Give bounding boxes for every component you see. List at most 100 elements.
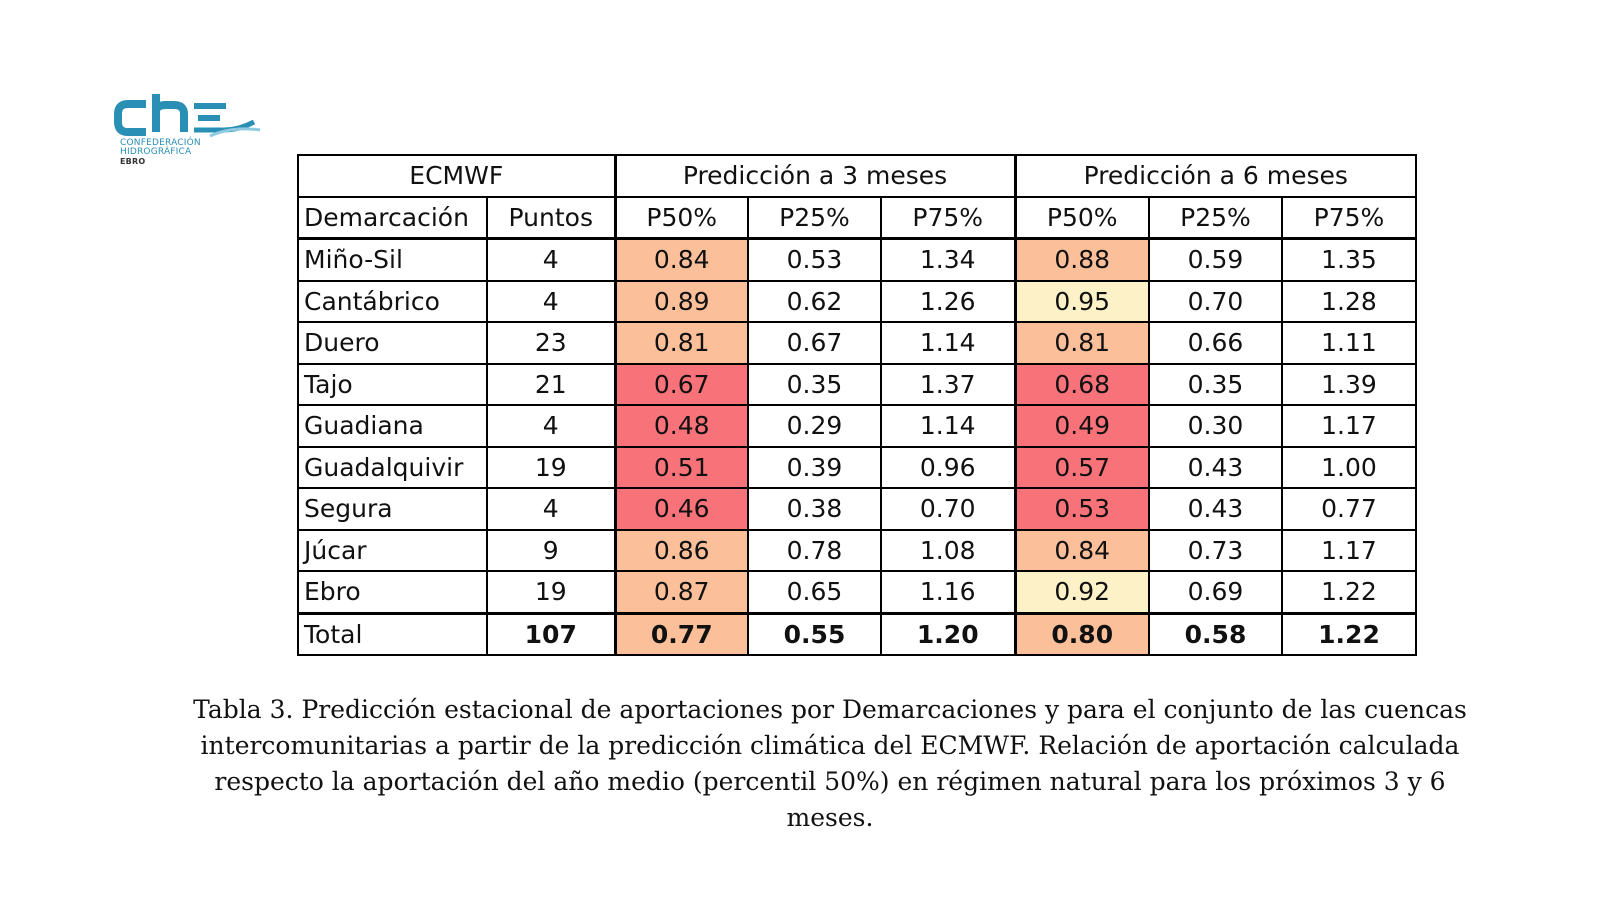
column-header-demarcacion: Demarcación	[297, 195, 488, 240]
column-header-p50-6m: P50%	[1013, 195, 1150, 240]
group-header-6-meses: Predicción a 6 meses	[1013, 154, 1417, 198]
cell-p50-3m: 0.46	[613, 487, 749, 531]
corner-label: ECMWF	[297, 154, 616, 198]
cell-p75-3m: 1.16	[880, 570, 1016, 614]
cell-p50-3m: 0.84	[613, 237, 749, 282]
cell-puntos: 21	[486, 362, 616, 406]
che-ebro-logo: CONFEDERACIÓN HIDROGRÁFICA EBRO	[114, 92, 264, 166]
cell-p75-6m: 0.77	[1281, 487, 1417, 531]
column-header-p75-6m: P75%	[1281, 195, 1417, 240]
cell-p50-6m: 0.80	[1013, 611, 1150, 656]
cell-p75-3m: 1.14	[880, 321, 1016, 365]
logo-text-hidrografica: HIDROGRÁFICA	[120, 147, 192, 157]
cell-p25-3m: 0.38	[747, 487, 882, 531]
cell-puntos: 4	[486, 487, 616, 531]
table-row-total: Total 107 0.77 0.55 1.20 0.80 0.58 1.22	[297, 611, 1417, 656]
cell-p25-6m: 0.73	[1148, 528, 1283, 572]
cell-p25-3m: 0.62	[747, 279, 882, 323]
column-header-p50-3m: P50%	[613, 195, 749, 240]
cell-p25-3m: 0.35	[747, 362, 882, 406]
cell-p50-3m: 0.48	[613, 404, 749, 448]
cell-p75-3m: 1.34	[880, 237, 1016, 282]
column-header-p25-6m: P25%	[1148, 195, 1283, 240]
column-header-p25-3m: P25%	[747, 195, 882, 240]
group-header-3-meses: Predicción a 3 meses	[613, 154, 1016, 198]
cell-p25-6m: 0.58	[1148, 611, 1283, 656]
cell-p50-3m: 0.86	[613, 528, 749, 572]
cell-p50-3m: 0.51	[613, 445, 749, 489]
table-row: Miño-Sil 4 0.84 0.53 1.34 0.88 0.59 1.35	[297, 237, 1417, 282]
cell-demarcacion: Ebro	[297, 570, 488, 614]
cell-p25-3m: 0.39	[747, 445, 882, 489]
cell-p50-6m: 0.68	[1013, 362, 1150, 406]
cell-demarcacion: Guadiana	[297, 404, 488, 448]
cell-demarcacion: Cantábrico	[297, 279, 488, 323]
cell-p75-3m: 1.37	[880, 362, 1016, 406]
cell-p25-3m: 0.65	[747, 570, 882, 614]
cell-p25-3m: 0.67	[747, 321, 882, 365]
cell-puntos: 19	[486, 570, 616, 614]
cell-puntos: 4	[486, 279, 616, 323]
cell-demarcacion: Miño-Sil	[297, 237, 488, 282]
cell-p50-3m: 0.89	[613, 279, 749, 323]
column-header-row: Demarcación Puntos P50% P25% P75% P50% P…	[297, 195, 1417, 240]
table-row: Guadalquivir 19 0.51 0.39 0.96 0.57 0.43 1.00	[297, 445, 1417, 489]
cell-p75-3m: 1.20	[880, 611, 1016, 656]
cell-p50-6m: 0.95	[1013, 279, 1150, 323]
group-header-row: ECMWF Predicción a 3 meses Predicción a …	[297, 154, 1417, 198]
cell-puntos: 9	[486, 528, 616, 572]
cell-p75-6m: 1.17	[1281, 528, 1417, 572]
cell-demarcacion: Segura	[297, 487, 488, 531]
cell-p50-3m: 0.67	[613, 362, 749, 406]
cell-p50-6m: 0.49	[1013, 404, 1150, 448]
logo-text-ebro: EBRO	[120, 157, 146, 166]
table-row: Cantábrico 4 0.89 0.62 1.26 0.95 0.70 1.28	[297, 279, 1417, 323]
cell-demarcacion: Guadalquivir	[297, 445, 488, 489]
cell-puntos: 23	[486, 321, 616, 365]
cell-p50-3m: 0.77	[613, 611, 749, 656]
cell-p75-6m: 1.00	[1281, 445, 1417, 489]
table-row: Segura 4 0.46 0.38 0.70 0.53 0.43 0.77	[297, 487, 1417, 531]
cell-p25-3m: 0.55	[747, 611, 882, 656]
table-row: Tajo 21 0.67 0.35 1.37 0.68 0.35 1.39	[297, 362, 1417, 406]
column-header-puntos: Puntos	[486, 195, 616, 240]
cell-demarcacion: Duero	[297, 321, 488, 365]
table-row: Ebro 19 0.87 0.65 1.16 0.92 0.69 1.22	[297, 570, 1417, 614]
table-row: Duero 23 0.81 0.67 1.14 0.81 0.66 1.11	[297, 321, 1417, 365]
cell-p25-6m: 0.35	[1148, 362, 1283, 406]
cell-p25-6m: 0.70	[1148, 279, 1283, 323]
column-header-p75-3m: P75%	[880, 195, 1016, 240]
cell-p75-6m: 1.11	[1281, 321, 1417, 365]
cell-p75-6m: 1.39	[1281, 362, 1417, 406]
cell-p25-6m: 0.43	[1148, 445, 1283, 489]
cell-puntos: 107	[486, 611, 616, 656]
cell-p50-6m: 0.92	[1013, 570, 1150, 614]
table-row: Júcar 9 0.86 0.78 1.08 0.84 0.73 1.17	[297, 528, 1417, 572]
cell-p25-3m: 0.78	[747, 528, 882, 572]
prediction-table: ECMWF Predicción a 3 meses Predicción a …	[297, 154, 1417, 656]
cell-p75-6m: 1.28	[1281, 279, 1417, 323]
cell-p50-6m: 0.84	[1013, 528, 1150, 572]
cell-p75-3m: 1.14	[880, 404, 1016, 448]
cell-p50-6m: 0.53	[1013, 487, 1150, 531]
cell-p25-6m: 0.66	[1148, 321, 1283, 365]
cell-p25-3m: 0.53	[747, 237, 882, 282]
cell-p75-6m: 1.22	[1281, 611, 1417, 656]
cell-demarcacion: Júcar	[297, 528, 488, 572]
cell-p75-6m: 1.17	[1281, 404, 1417, 448]
che-logo-icon	[114, 94, 261, 138]
cell-p25-6m: 0.59	[1148, 237, 1283, 282]
cell-p50-3m: 0.81	[613, 321, 749, 365]
cell-p75-6m: 1.22	[1281, 570, 1417, 614]
table-body: Miño-Sil 4 0.84 0.53 1.34 0.88 0.59 1.35 Cantábr…	[297, 237, 1417, 656]
cell-p75-3m: 1.26	[880, 279, 1016, 323]
cell-p25-6m: 0.69	[1148, 570, 1283, 614]
cell-puntos: 19	[486, 445, 616, 489]
cell-p50-6m: 0.88	[1013, 237, 1150, 282]
cell-p25-3m: 0.29	[747, 404, 882, 448]
cell-p75-3m: 1.08	[880, 528, 1016, 572]
cell-p50-6m: 0.81	[1013, 321, 1150, 365]
cell-p25-6m: 0.43	[1148, 487, 1283, 531]
cell-p75-3m: 0.70	[880, 487, 1016, 531]
cell-p75-6m: 1.35	[1281, 237, 1417, 282]
